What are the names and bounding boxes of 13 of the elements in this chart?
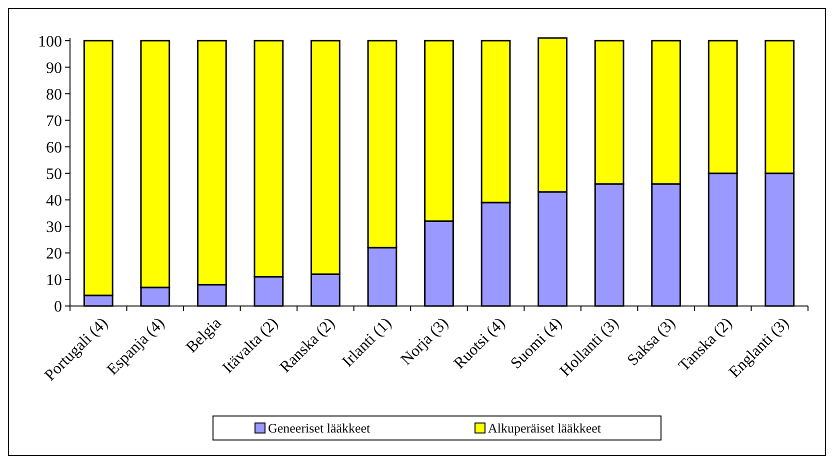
legend-label: Geneeriset lääkkeet	[268, 420, 371, 436]
y-tick-label: 40	[46, 192, 62, 210]
y-tick-label: 70	[46, 112, 62, 130]
y-tick-label: 100	[38, 33, 62, 50]
y-tick-label: 50	[46, 166, 62, 183]
y-tick-label: 10	[46, 272, 62, 290]
legend-label: Alkuperäiset lääkkeet	[488, 420, 602, 436]
y-tick-label: 90	[46, 60, 62, 77]
y-tick-label: 0	[54, 298, 62, 316]
y-tick-label: 80	[46, 86, 62, 104]
y-tick-label: 20	[46, 246, 62, 263]
y-tick-label: 60	[46, 139, 62, 156]
y-tick-label: 30	[46, 218, 62, 236]
